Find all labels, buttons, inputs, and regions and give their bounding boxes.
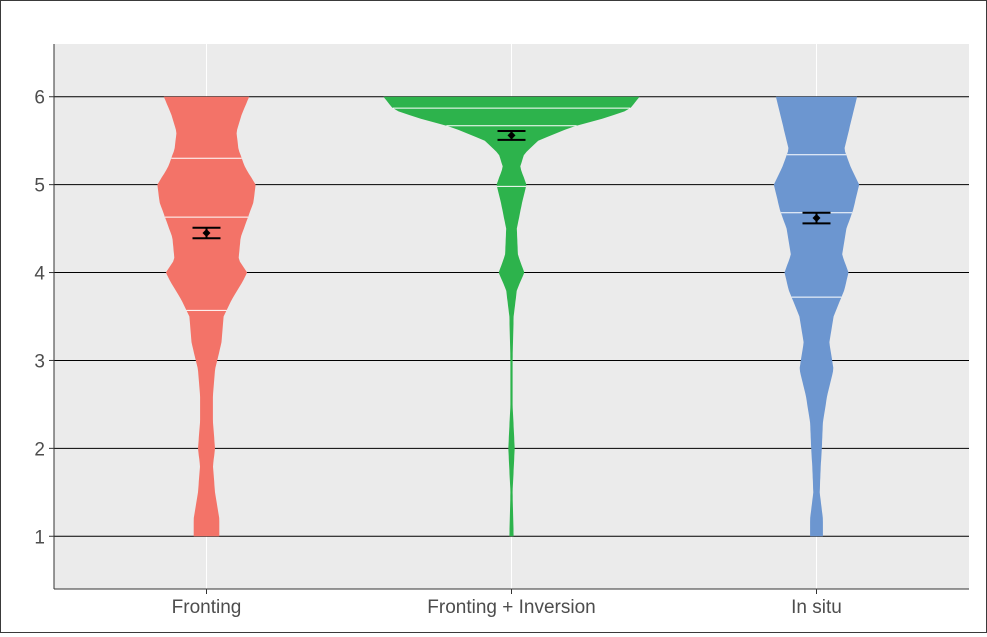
x-tick-label: Fronting + Inversion (427, 597, 595, 618)
violin-fronting-inversion (383, 96, 640, 537)
mean-point (812, 214, 821, 223)
y-tick-label: 4 (34, 264, 45, 285)
x-tick-label: In situ (791, 597, 842, 618)
x-axis: Fronting Fronting + Inversion In situ (54, 588, 969, 618)
y-tick-label: 3 (34, 351, 45, 372)
x-tick-label: Fronting (172, 597, 242, 618)
mean-markers (192, 130, 831, 240)
violin-body (383, 96, 640, 537)
y-tick-label: 6 (34, 88, 45, 109)
y-tick-label: 5 (34, 176, 45, 197)
violin-body (773, 96, 860, 537)
mean-point (202, 228, 211, 237)
y-axis: 1 2 3 4 5 6 (34, 44, 55, 589)
mean-point (507, 131, 516, 140)
violin-fronting (157, 96, 256, 537)
mean-errorbar (802, 211, 831, 225)
violins (157, 96, 860, 537)
mean-errorbar (192, 226, 221, 240)
violin-body (157, 96, 256, 537)
y-tick-label: 2 (34, 439, 45, 460)
mean-errorbar (497, 130, 526, 141)
y-tick-label: 1 (34, 527, 45, 548)
